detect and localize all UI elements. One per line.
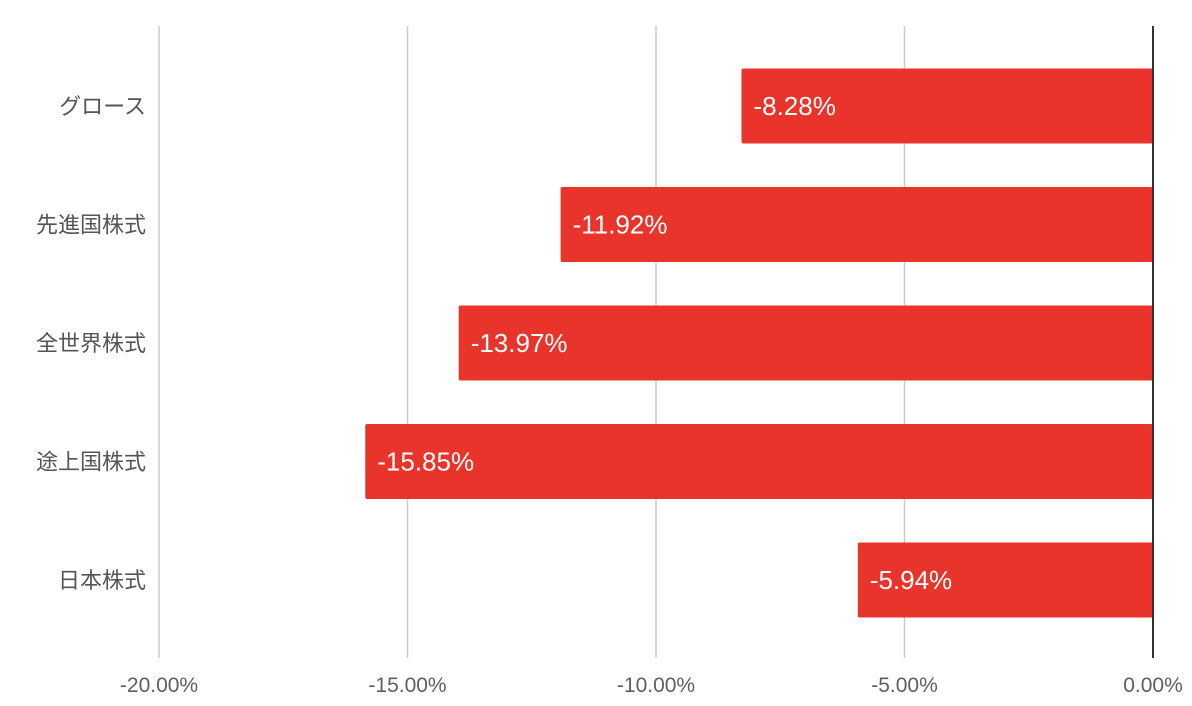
bar bbox=[365, 424, 1153, 499]
bar bbox=[857, 542, 1153, 618]
x-tick-label: 0.00% bbox=[1123, 674, 1183, 697]
category-label: 途上国株式 bbox=[36, 451, 146, 476]
category-label: グロース bbox=[59, 95, 146, 120]
x-axis-tick-labels: -20.00% -15.00% -10.00% -5.00% 0.00% bbox=[120, 674, 1183, 697]
bar bbox=[458, 305, 1153, 381]
data-label: -11.92% bbox=[573, 210, 668, 240]
category-label: 先進国株式 bbox=[36, 214, 146, 239]
bars: -8.28% -11.92% -13.97% -15.85% -5.94% bbox=[365, 68, 1153, 618]
x-tick-label: -20.00% bbox=[120, 674, 198, 697]
data-label: -5.94% bbox=[870, 565, 952, 595]
category-label: 全世界株式 bbox=[36, 332, 146, 357]
data-label: -15.85% bbox=[377, 447, 474, 477]
bar bbox=[560, 187, 1153, 262]
x-tick-label: -10.00% bbox=[617, 674, 695, 697]
data-label: -8.28% bbox=[753, 91, 835, 121]
data-label: -13.97% bbox=[471, 328, 568, 358]
category-label: 日本株式 bbox=[58, 569, 146, 594]
x-tick-label: -15.00% bbox=[368, 674, 446, 697]
x-tick-label: -5.00% bbox=[871, 674, 938, 697]
bar bbox=[741, 68, 1153, 144]
